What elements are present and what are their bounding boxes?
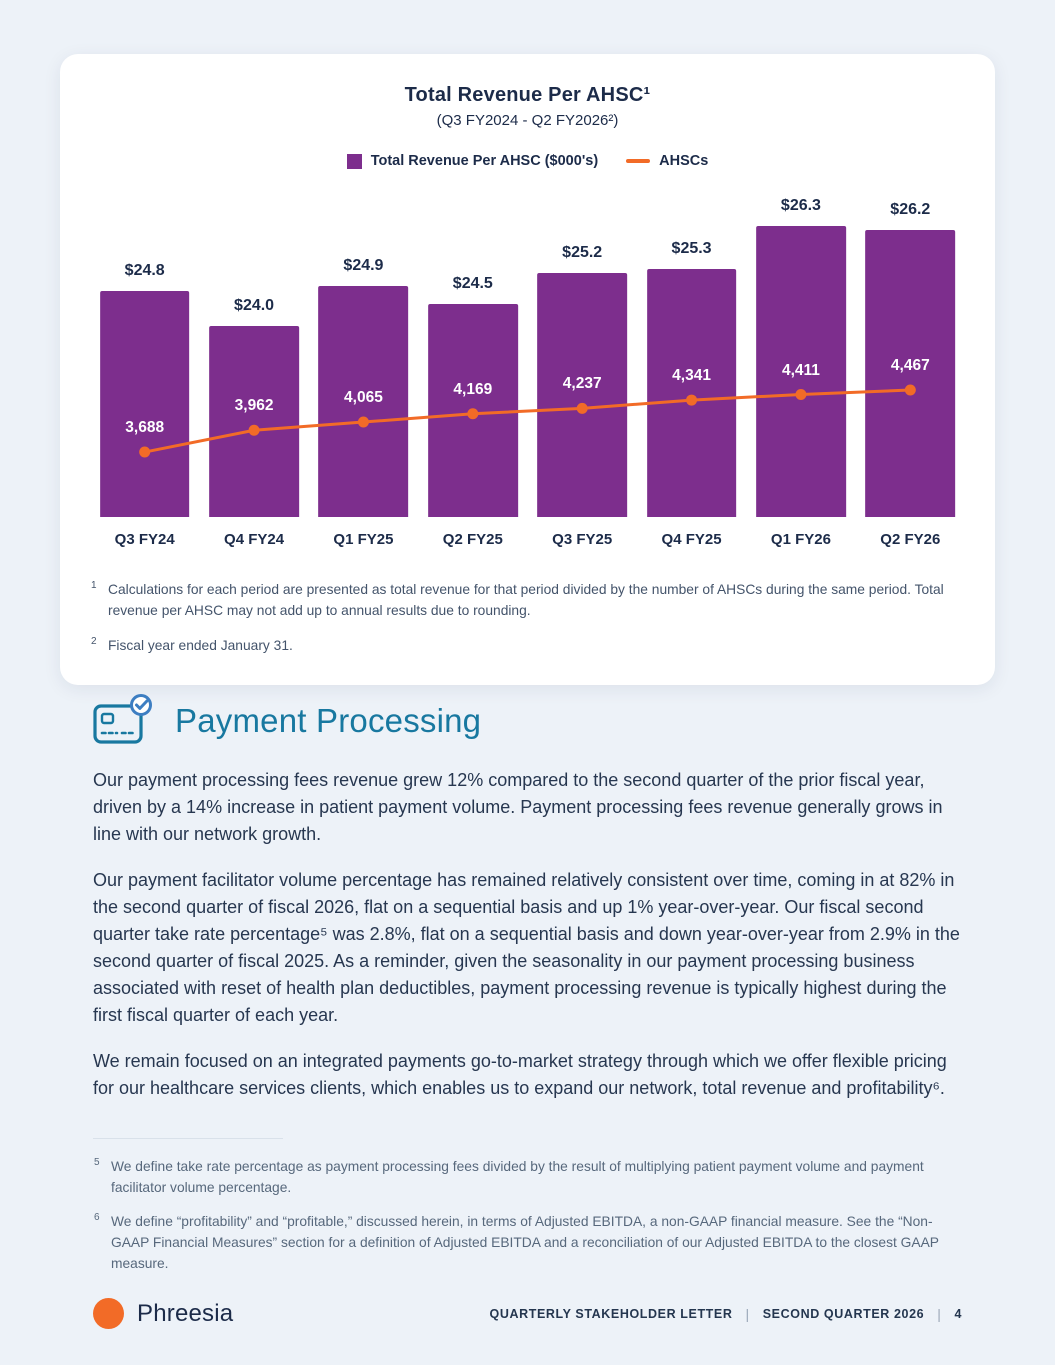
- ahsc-value-label: 3,688: [125, 419, 165, 437]
- bar-value-label: $25.2: [562, 244, 603, 262]
- chart-footnotes: 1 Calculations for each period are prese…: [90, 580, 965, 657]
- chart-column: $26.3 4,411: [746, 197, 855, 517]
- x-axis-label: Q1 FY26: [770, 531, 831, 548]
- ahsc-value-label: 4,467: [890, 357, 930, 375]
- bar-value-label: $24.9: [343, 257, 384, 275]
- ahsc-value-label: 4,065: [344, 389, 383, 407]
- chart-column: $24.8 3,688: [90, 217, 199, 517]
- chart-plot-area: $24.8 3,688 $24.0 3,962 $24.9 4,065 $24.5 4,169…: [90, 197, 965, 517]
- body-paragraph-2: Our payment facilitator volume percentag…: [93, 870, 960, 1025]
- chart-column: $25.2 4,237: [528, 217, 637, 517]
- section-footnote-5: 5 We define take rate percentage as paym…: [93, 1157, 963, 1198]
- page-footer: Phreesia QUARTERLY STAKEHOLDER LETTER | …: [93, 1298, 962, 1329]
- section-footnote-6: 6 We define “profitability” and “profita…: [93, 1212, 963, 1274]
- x-axis-label: Q2 FY25: [442, 531, 503, 548]
- section-heading: Payment Processing: [175, 702, 482, 739]
- footnote-text: Fiscal year ended January 31.: [108, 638, 293, 654]
- phreesia-logo: Phreesia: [93, 1298, 233, 1329]
- x-axis: Q3 FY24 Q4 FY24 Q1 FY25 Q2 FY25 Q3 FY25 Q4 FY…: [90, 531, 965, 548]
- body-copy: Our payment processing fees revenue grew…: [93, 767, 963, 1102]
- bar-value-label: $24.5: [452, 274, 493, 292]
- separator: |: [745, 1305, 750, 1322]
- x-axis-label: Q3 FY25: [552, 531, 613, 548]
- revenue-bar: [756, 225, 846, 517]
- footnote-marker: 5: [94, 1157, 100, 1168]
- brand-name: Phreesia: [137, 1299, 234, 1327]
- body-paragraph-1: Our payment processing fees revenue grew…: [93, 770, 943, 844]
- x-axis-label: Q1 FY25: [333, 531, 394, 548]
- ahsc-value-label: 4,169: [453, 380, 493, 398]
- revenue-bar: [865, 229, 956, 517]
- chart-column: $24.0 3,962: [199, 217, 308, 517]
- page-number: 4: [954, 1306, 962, 1321]
- bar-value-label: $24.0: [234, 296, 275, 314]
- footnote-marker: 6: [94, 1212, 100, 1224]
- legend-bar-label: Total Revenue Per AHSC ($000's): [370, 153, 599, 169]
- revenue-bar: [537, 273, 628, 517]
- ahsc-value-label: 4,411: [781, 361, 820, 379]
- legend-line-label: AHSCs: [659, 153, 709, 169]
- footnote-text: Calculations for each period are present…: [108, 582, 944, 618]
- revenue-bar: [646, 269, 737, 517]
- chart-column: $24.9 4,065: [309, 217, 418, 517]
- chart-column: $26.2 4,467: [856, 201, 965, 517]
- legend-bar-swatch: [346, 153, 362, 169]
- x-axis-label: Q2 FY26: [880, 531, 941, 548]
- ahsc-value-label: 3,962: [234, 397, 274, 415]
- footnote-text: We define take rate percentage as paymen…: [111, 1159, 924, 1195]
- footnote-marker: 2: [91, 636, 97, 648]
- ahsc-value-label: 4,237: [562, 375, 602, 393]
- footnote-text: We define “profitability” and “profitabl…: [111, 1214, 939, 1271]
- revenue-bar: [99, 290, 190, 517]
- bar-value-label: $26.3: [780, 196, 821, 214]
- separator: |: [937, 1305, 942, 1322]
- chart-column: $25.3 4,341: [637, 217, 746, 517]
- bar-value-label: $26.2: [890, 200, 931, 218]
- footnote-divider: [93, 1138, 283, 1139]
- revenue-bar: [427, 303, 518, 517]
- payment-processing-section: Payment Processing Our payment processin…: [93, 694, 963, 1274]
- payment-card-check-icon: [93, 694, 152, 744]
- phreesia-dot-icon: [93, 1298, 124, 1329]
- document-title: QUARTERLY STAKEHOLDER LETTER: [489, 1306, 733, 1321]
- x-axis-label: Q4 FY24: [224, 531, 285, 548]
- chart-card: Total Revenue Per AHSC¹ (Q3 FY2024 - Q2 …: [60, 54, 995, 686]
- section-header: Payment Processing: [93, 694, 963, 748]
- chart-subtitle: (Q3 FY2024 - Q2 FY2026²): [436, 112, 619, 129]
- chart-legend: Total Revenue Per AHSC ($000's) AHSCs: [90, 153, 965, 169]
- footer-meta: QUARTERLY STAKEHOLDER LETTER | SECOND QU…: [490, 1306, 962, 1322]
- bar-value-label: $25.3: [671, 240, 712, 258]
- chart-column: $24.5 4,169: [418, 217, 527, 517]
- quarter-label: SECOND QUARTER 2026: [762, 1306, 925, 1321]
- x-axis-label: Q4 FY25: [661, 531, 722, 548]
- body-paragraph-3: We remain focused on an integrated payme…: [93, 1051, 947, 1098]
- section-footnotes: 5 We define take rate percentage as paym…: [93, 1157, 963, 1274]
- bar-value-label: $24.8: [124, 261, 165, 279]
- chart-title: Total Revenue Per AHSC¹: [404, 84, 651, 106]
- revenue-bar: [209, 325, 299, 517]
- revenue-per-ahsc-chart: $24.8 3,688 $24.0 3,962 $24.9 4,065 $24.5 4,169…: [90, 197, 965, 548]
- legend-line-swatch: [626, 159, 651, 163]
- chart-footnote-1: 1 Calculations for each period are prese…: [90, 580, 965, 621]
- chart-footnote-2: 2 Fiscal year ended January 31.: [90, 636, 965, 657]
- ahsc-value-label: 4,341: [672, 367, 711, 385]
- x-axis-label: Q3 FY24: [114, 531, 175, 548]
- footnote-marker: 1: [91, 580, 97, 591]
